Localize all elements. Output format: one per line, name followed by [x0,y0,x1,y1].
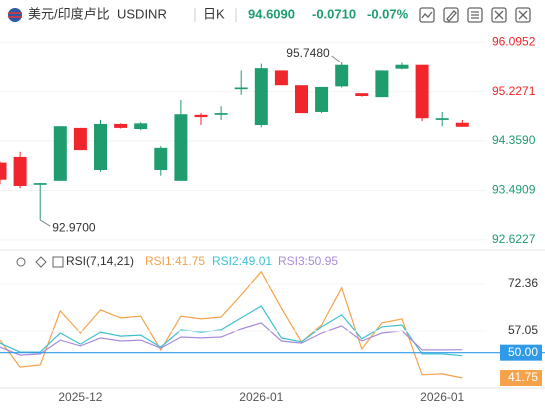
x-tick-label: 2025-12 [58,390,102,404]
rsi-line [0,270,463,379]
flag-stripes [8,12,22,18]
tick-highlight [500,344,542,361]
toolbar [419,7,531,23]
candle-body [134,123,148,130]
candle-body [274,70,288,86]
candle-body [174,114,188,181]
y-tick-label: 57.05 [508,323,538,337]
legend-entry: RSI2:49.01 [212,254,272,268]
fullscreen-button[interactable] [491,7,507,23]
price: 94.6090 [248,6,295,21]
change: -0.0710 [312,6,356,21]
candle-body [234,87,248,90]
y-tick-label: 50.00 [508,345,538,359]
settings-icon[interactable] [35,256,47,268]
period[interactable]: 日K [203,6,225,21]
indicator-button[interactable] [419,7,435,23]
candle-body [73,127,87,151]
indicator-glyph [421,11,433,19]
settings-button[interactable] [467,7,483,23]
candle-body [355,93,369,97]
y-tick-label: 96.0952 [492,34,536,48]
change-percent: -0.07% [367,6,409,21]
candle-body [435,118,449,120]
candle-body [13,156,27,186]
candle-body [214,113,228,115]
visibility-icon[interactable] [16,257,26,267]
candle-body [335,64,349,87]
candle-body [295,85,308,114]
candle-body [114,123,128,128]
fullscreen-glyph [494,10,504,20]
x-tick-label: 2026-01 [420,390,464,404]
draw-glyph [446,10,457,22]
rsi-title: RSI(7,14,21) [66,254,134,268]
candle-body [154,147,168,171]
pair-name[interactable]: 美元/印度卢比 [28,6,110,21]
candle-body [0,162,7,180]
close-button[interactable] [515,7,531,23]
candle-body [415,64,429,119]
candle-body [315,86,329,112]
plot-area [0,41,486,379]
x-tick-label: 2026-01 [239,390,283,404]
y-tick-label: 93.4909 [492,183,536,197]
flag-icon [8,8,22,22]
y-tick-label: 92.6227 [492,232,536,246]
annotation-line [39,219,51,227]
indicator-icon[interactable] [52,256,64,268]
candle-body [94,123,107,171]
annotation-label: 95.7480 [286,46,330,60]
y-tick-label: 41.75 [508,370,538,384]
y-tick-label: 94.3590 [492,133,536,147]
candle-body [194,114,208,118]
rsi-line [0,322,463,356]
tick-highlight [500,370,542,387]
candle-body [33,183,47,185]
rsi-line [0,305,463,357]
y-tick-label: 95.2271 [492,84,536,98]
legend-entry: RSI1:41.75 [145,254,205,268]
candle-body [53,126,67,181]
candle-body [395,64,409,69]
annotation-line [331,55,341,63]
candle-body [455,122,469,127]
symbol: USDINR [117,6,167,21]
settings-glyph [471,11,479,19]
candle-body [254,68,268,126]
draw-button[interactable] [443,7,459,23]
y-tick-label: 72.36 [508,276,538,290]
close-glyph [518,10,528,20]
candle-body [375,70,389,98]
annotation-label: 92.9700 [52,220,96,234]
legend-entry: RSI3:50.95 [278,254,338,268]
